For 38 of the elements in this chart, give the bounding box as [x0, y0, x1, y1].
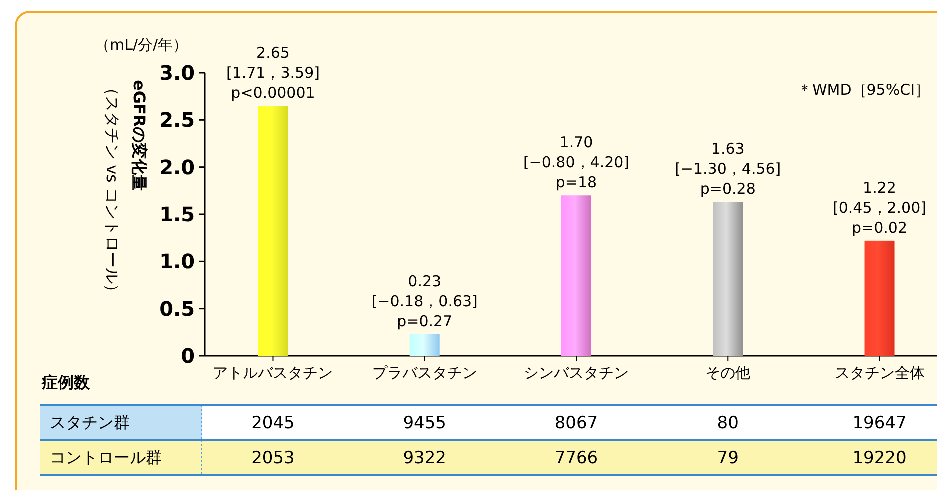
bar — [864, 240, 895, 356]
text: 症例数 — [41, 373, 91, 392]
text: 19220 — [852, 448, 907, 468]
data-label: 1.22 [0.45，2.00] p=0.02 — [833, 178, 927, 237]
text: コントロール群 — [50, 448, 162, 468]
data-label: 0.23 [−0.18，0.63] p=0.27 — [372, 272, 478, 330]
text: 9455 — [403, 413, 446, 434]
data-label: 2.65 [1.71，3.59] p<0.00001 — [226, 44, 320, 102]
bar — [410, 334, 440, 356]
bar — [258, 106, 288, 356]
x-tick-label: シンバスタチン — [524, 364, 629, 382]
bar — [713, 202, 744, 356]
annotation: ＊WMD［95%CI］ — [797, 81, 930, 99]
text: 79 — [717, 448, 739, 468]
y-tick-label: 3.0 — [160, 61, 195, 85]
text: 19647 — [852, 413, 907, 434]
x-tick-label: スタチン全体 — [834, 364, 925, 382]
x-tick-label: プラバスタチン — [372, 364, 478, 382]
y-tick-label: 0 — [181, 344, 195, 368]
x-tick-label: アトルバスタチン — [213, 364, 334, 382]
bar — [562, 196, 592, 356]
y-tick-label: 2.5 — [160, 108, 195, 132]
text: 9322 — [403, 448, 446, 468]
text: 2045 — [252, 413, 295, 434]
x-tick-label: その他 — [706, 364, 751, 382]
data-label: 1.63 [−1.30，4.56] p=0.28 — [675, 140, 782, 198]
text: （mL/分/年） — [95, 36, 188, 54]
data-label: 1.70 [−0.80，4.20] p=18 — [523, 134, 630, 192]
text: 7766 — [554, 448, 598, 468]
y-axis-title: eGFRの変化量（スタチン vs コントロール） — [103, 80, 149, 300]
text: 2053 — [252, 448, 295, 468]
y-tick-label: 1.0 — [160, 250, 195, 274]
text: スタチン群 — [50, 413, 130, 432]
y-tick-label: 2.0 — [160, 155, 195, 180]
text: 8067 — [554, 413, 598, 434]
text: 80 — [717, 413, 739, 434]
y-tick-label: 1.5 — [160, 202, 195, 226]
y-tick-label: 0.5 — [160, 296, 195, 321]
